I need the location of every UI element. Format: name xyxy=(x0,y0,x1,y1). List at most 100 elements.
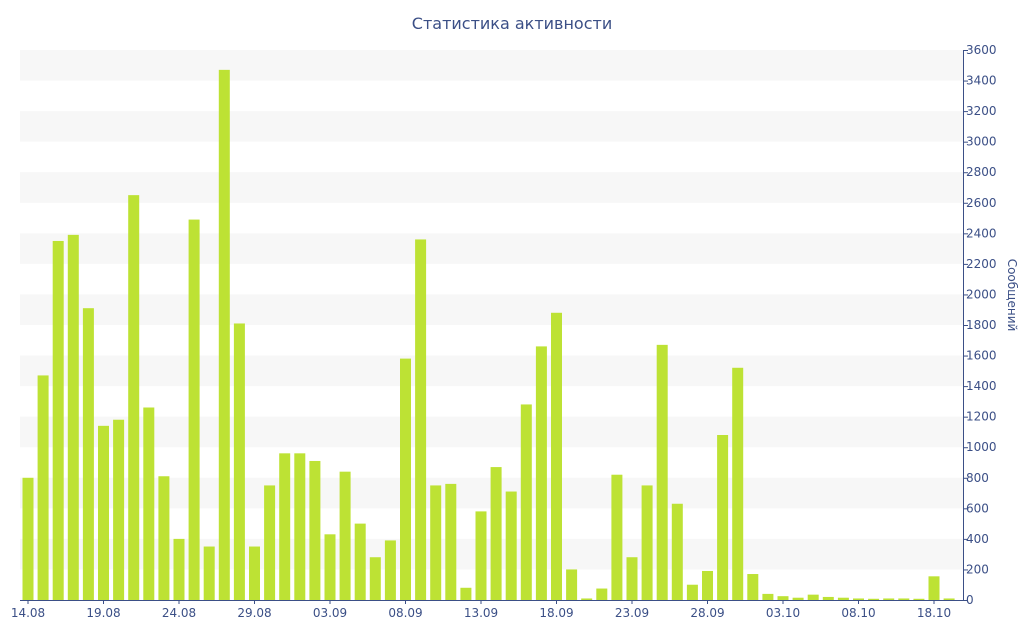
x-tick-labels: 14.08 19.08 24.08 29.08 03.09 08.09 13.09 18.09… xyxy=(11,600,951,620)
y-tick-label: 2600 xyxy=(966,196,997,210)
y-tick-label: 400 xyxy=(966,532,989,546)
bar xyxy=(475,511,487,600)
x-tick-label: 08.10 xyxy=(841,606,875,620)
bar xyxy=(702,570,713,600)
bar xyxy=(203,546,215,600)
bar xyxy=(883,598,895,600)
bar xyxy=(113,419,125,600)
bar xyxy=(928,576,940,600)
bar xyxy=(430,485,442,600)
bar xyxy=(67,234,79,601)
bar xyxy=(309,460,321,600)
bar xyxy=(717,435,729,600)
bar xyxy=(566,569,578,600)
bar xyxy=(671,503,683,600)
y-tick-label: 3200 xyxy=(966,104,997,118)
bar xyxy=(596,588,608,600)
y-tick-labels: 0 200 400 600 800 1000 1200 1400 1600 1800 2000 220… xyxy=(963,43,997,607)
x-tick-label: 24.08 xyxy=(162,606,196,620)
bar xyxy=(415,239,427,600)
y-axis-title: Сообщений xyxy=(1005,259,1019,332)
y-tick-label: 800 xyxy=(966,471,989,485)
bar xyxy=(460,587,472,600)
grid-band xyxy=(20,355,963,387)
bar xyxy=(807,594,819,600)
bar xyxy=(22,477,34,600)
bar xyxy=(218,69,230,601)
bar xyxy=(747,574,759,600)
bar xyxy=(898,598,910,600)
y-tick-label: 3000 xyxy=(966,135,997,149)
grid-band xyxy=(20,294,963,325)
bar xyxy=(551,312,562,600)
x-tick-label: 03.09 xyxy=(313,606,347,620)
bar xyxy=(37,375,49,600)
x-tick-label: 23.09 xyxy=(615,606,649,620)
y-tick-label: 3400 xyxy=(966,74,997,88)
x-tick-label: 03.10 xyxy=(766,606,800,620)
y-tick-label: 1400 xyxy=(966,379,997,393)
grid-band xyxy=(20,172,963,203)
bar xyxy=(505,491,517,600)
y-tick-label: 200 xyxy=(966,562,989,576)
y-tick-label: 3600 xyxy=(966,43,997,57)
bar xyxy=(188,219,200,600)
bar xyxy=(732,367,744,600)
y-tick-label: 1600 xyxy=(966,349,997,363)
bar xyxy=(626,557,638,600)
bar xyxy=(82,308,94,600)
x-tick-label: 13.09 xyxy=(464,606,498,620)
y-tick-label: 600 xyxy=(966,501,989,515)
grid-band xyxy=(20,111,963,142)
bar xyxy=(128,195,140,600)
bar xyxy=(641,485,653,600)
y-tick-label: 2800 xyxy=(966,165,997,179)
x-tick-label: 19.08 xyxy=(86,606,120,620)
bar xyxy=(792,597,804,600)
y-tick-label: 2200 xyxy=(966,257,997,271)
y-tick-label: 1200 xyxy=(966,410,997,424)
bar xyxy=(173,538,185,600)
bar xyxy=(445,483,457,600)
y-tick-label: 1000 xyxy=(966,440,997,454)
bar xyxy=(249,546,260,600)
x-tick-label: 18.10 xyxy=(917,606,951,620)
bar xyxy=(294,453,306,600)
bar xyxy=(611,474,623,600)
chart-title: Статистика активности xyxy=(411,14,613,33)
bar xyxy=(98,425,109,600)
bar xyxy=(868,598,880,600)
bar xyxy=(853,598,864,600)
bar xyxy=(837,597,849,600)
grid-bands xyxy=(20,50,963,570)
bar xyxy=(369,557,381,600)
bar xyxy=(264,485,276,600)
x-tick-label: 14.08 xyxy=(11,606,45,620)
bar xyxy=(762,593,774,600)
bar xyxy=(339,471,351,600)
bar xyxy=(686,584,698,600)
x-tick-label: 28.09 xyxy=(690,606,724,620)
bar xyxy=(354,523,366,600)
grid-band xyxy=(20,50,963,81)
bar xyxy=(324,534,336,600)
bar xyxy=(822,596,834,600)
bars xyxy=(22,69,955,601)
bar xyxy=(233,323,245,600)
bar xyxy=(158,476,170,600)
bar xyxy=(384,540,396,600)
bar xyxy=(52,240,64,600)
bar xyxy=(656,344,668,600)
y-tick-label: 2400 xyxy=(966,226,997,240)
bar xyxy=(279,453,291,600)
bar xyxy=(400,358,411,600)
x-tick-label: 18.09 xyxy=(539,606,573,620)
bar xyxy=(535,346,547,600)
y-tick-label: 0 xyxy=(966,593,974,607)
bar xyxy=(490,467,502,600)
y-tick-label: 1800 xyxy=(966,318,997,332)
x-tick-label: 08.09 xyxy=(388,606,422,620)
bar xyxy=(581,598,593,600)
